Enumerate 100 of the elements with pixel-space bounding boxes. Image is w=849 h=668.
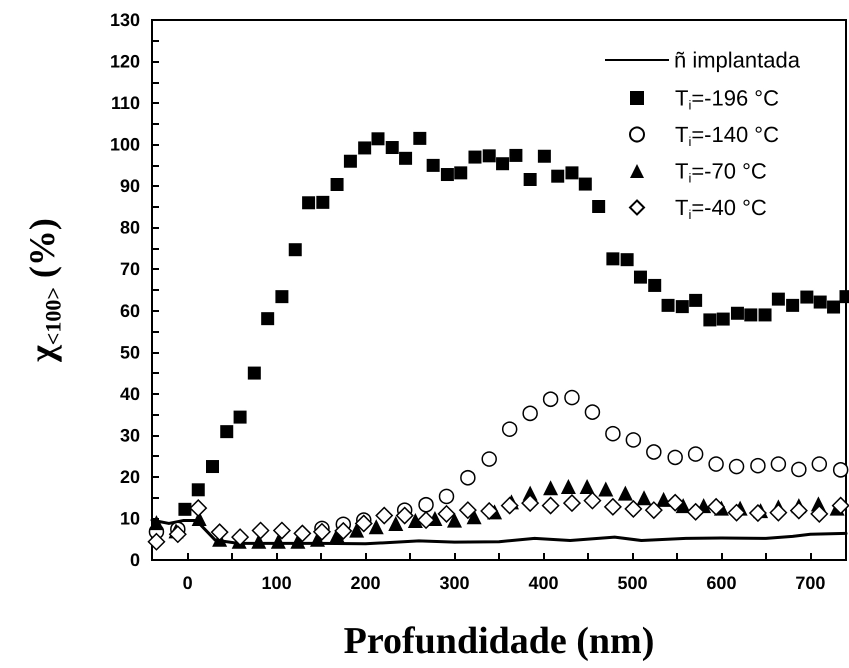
point	[524, 173, 537, 186]
point	[578, 178, 592, 191]
point	[396, 506, 414, 524]
point	[509, 148, 522, 162]
point	[234, 410, 247, 424]
point	[275, 290, 288, 304]
y-tick-label: 120	[110, 52, 140, 72]
point	[832, 496, 849, 514]
point	[408, 513, 423, 528]
point	[686, 503, 704, 521]
point	[358, 141, 372, 154]
point	[294, 524, 312, 542]
point	[460, 470, 476, 486]
y-tick-label: 70	[120, 259, 140, 280]
point	[592, 200, 606, 214]
point	[330, 178, 344, 191]
point	[169, 525, 187, 543]
point	[313, 523, 331, 541]
point	[288, 243, 302, 256]
point	[468, 150, 482, 164]
point	[316, 196, 330, 209]
point	[786, 298, 800, 312]
point	[500, 496, 518, 514]
point	[584, 492, 602, 510]
point	[563, 494, 581, 512]
point	[252, 522, 270, 540]
y-tick-label: 110	[110, 93, 140, 114]
point	[832, 462, 848, 478]
point	[210, 523, 228, 541]
point	[688, 446, 704, 462]
point	[598, 481, 614, 496]
point	[618, 486, 633, 501]
point	[634, 270, 647, 284]
point	[190, 499, 208, 517]
point	[707, 498, 725, 516]
point	[447, 512, 462, 528]
point	[502, 421, 518, 437]
y-tick-label: 50	[120, 342, 140, 362]
point	[551, 170, 564, 183]
point	[584, 404, 600, 420]
point	[521, 494, 539, 512]
point	[645, 501, 663, 519]
point	[812, 456, 828, 472]
legend-label: ñ implantada	[674, 48, 801, 72]
point	[148, 532, 166, 550]
point	[413, 132, 426, 145]
point	[542, 392, 558, 407]
y-axis-title: χ<100> (%)	[22, 218, 66, 363]
point	[827, 300, 840, 314]
point	[543, 480, 558, 496]
point	[728, 458, 744, 474]
point	[349, 522, 364, 538]
point	[810, 505, 828, 523]
point	[388, 516, 404, 531]
point	[689, 294, 702, 307]
point	[703, 313, 716, 326]
point	[454, 166, 468, 180]
point	[496, 157, 510, 170]
point	[728, 504, 746, 522]
point	[626, 432, 642, 448]
point	[790, 502, 808, 520]
point	[750, 458, 766, 474]
x-tick-label: 500	[617, 573, 648, 593]
point	[522, 406, 538, 422]
point	[791, 462, 807, 478]
x-tick-label: 700	[795, 573, 826, 593]
y-tick-label: 130	[110, 10, 140, 30]
point	[730, 306, 744, 320]
point	[231, 528, 249, 546]
x-tick-label: 100	[262, 573, 292, 593]
point	[386, 141, 399, 154]
point	[560, 478, 576, 494]
point	[676, 300, 689, 314]
point	[624, 500, 642, 518]
point	[716, 312, 730, 326]
point	[480, 502, 498, 520]
point	[564, 390, 580, 406]
point	[302, 196, 316, 210]
point	[368, 519, 384, 534]
y-tick-label: 90	[120, 176, 140, 196]
point	[192, 483, 205, 496]
point	[375, 506, 393, 524]
point	[355, 514, 373, 532]
y-tick-label: 20	[120, 466, 140, 487]
x-tick-label: 600	[706, 573, 736, 593]
point	[270, 534, 286, 549]
point	[426, 158, 440, 172]
x-tick-label: 300	[439, 573, 470, 593]
point	[261, 312, 274, 326]
point	[206, 460, 220, 474]
point	[481, 451, 497, 467]
point	[800, 290, 814, 304]
point	[565, 166, 578, 180]
x-axis-title: Profundidade (nm)	[344, 620, 654, 662]
point	[662, 298, 675, 312]
point	[648, 278, 662, 292]
y-tick-label: 0	[130, 550, 140, 570]
point	[273, 522, 291, 540]
point	[344, 154, 357, 168]
point	[772, 292, 785, 306]
